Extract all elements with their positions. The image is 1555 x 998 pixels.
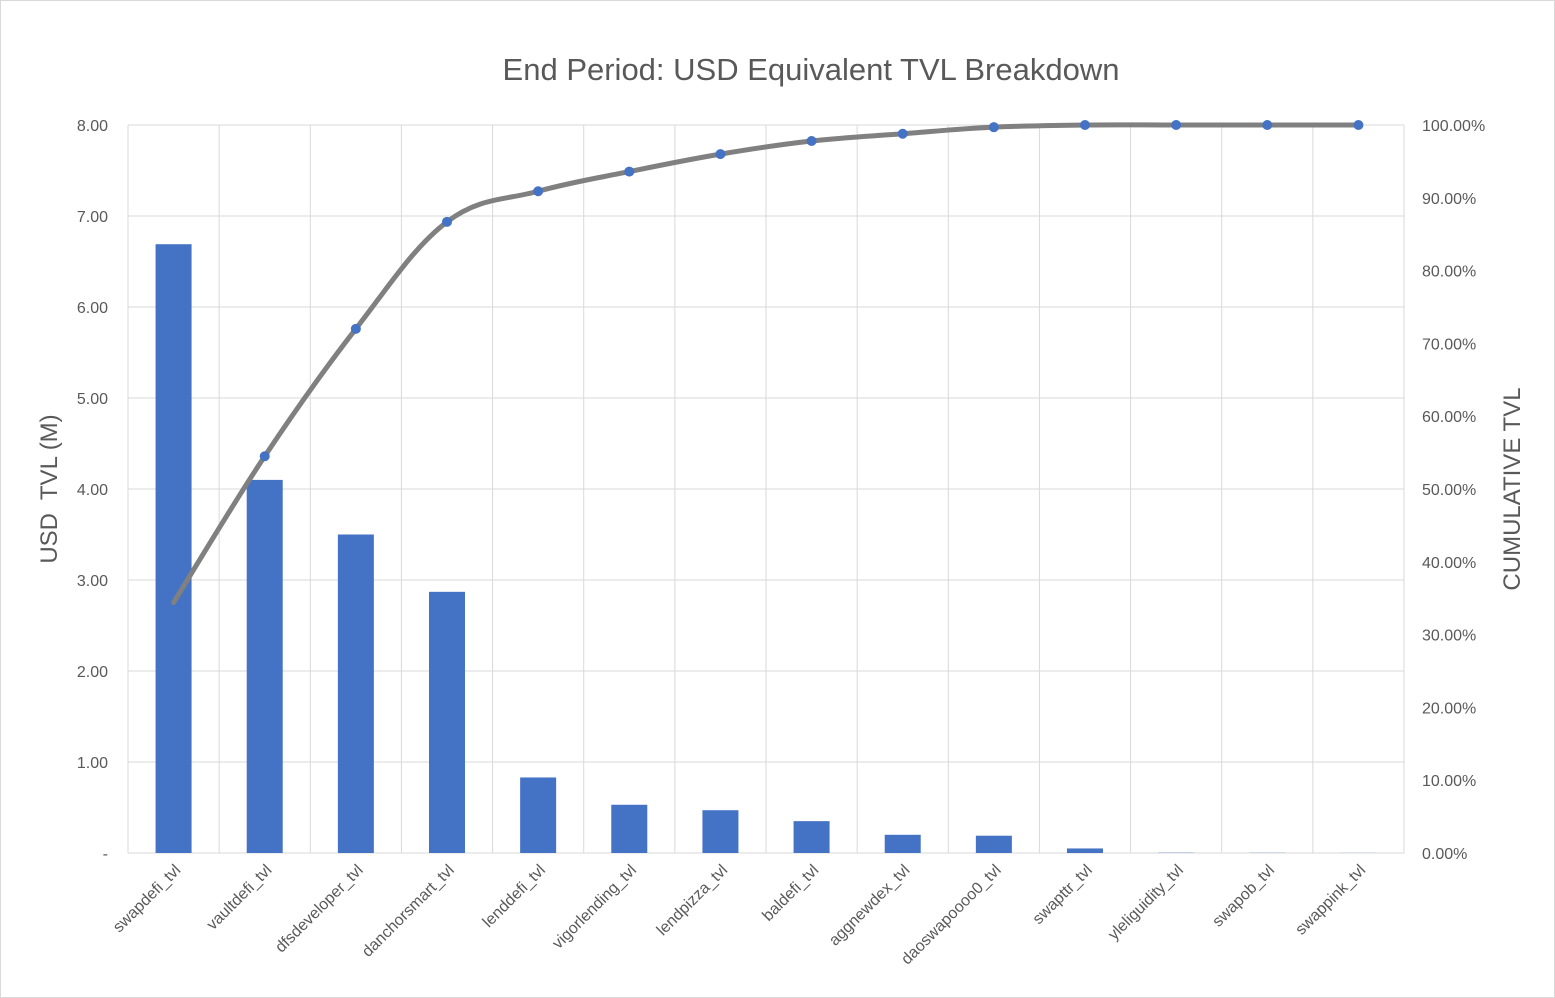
x-tick-label: dfsdeveloper_tvl — [272, 862, 366, 956]
y-tick-label: 1.00 — [77, 755, 108, 772]
cumulative-point — [806, 136, 817, 147]
y2-tick-label: 30.00% — [1422, 628, 1476, 645]
cumulative-point — [988, 122, 999, 133]
bar-series — [155, 244, 1377, 853]
bar — [884, 834, 921, 853]
cumulative-point — [1353, 120, 1364, 130]
cumulative-point — [897, 128, 908, 139]
y2-tick-label: 70.00% — [1422, 336, 1476, 353]
cumulative-point — [533, 186, 544, 197]
y2-tick-label: 80.00% — [1422, 264, 1476, 281]
y2-tick-label: 100.00% — [1422, 118, 1485, 135]
y2-tick-label: 50.00% — [1422, 482, 1476, 499]
y2-tick-label: 90.00% — [1422, 191, 1476, 208]
bar — [1067, 848, 1103, 853]
x-tick-label: swapob_tvl — [1209, 862, 1278, 931]
cumulative-point — [624, 166, 635, 177]
y-tick-label: 8.00 — [77, 118, 108, 135]
chart-title: End Period: USD Equivalent TVL Breakdown — [503, 52, 1120, 87]
cumulative-point — [715, 149, 726, 160]
y-tick-label: - — [103, 846, 108, 863]
bar — [429, 591, 465, 853]
x-tick-label: yleliguidity_tvl — [1105, 862, 1187, 944]
y-tick-label: 4.00 — [77, 482, 108, 499]
bar — [246, 479, 283, 853]
x-tick-label: lendpizza_tvl — [654, 862, 731, 939]
bar — [702, 810, 739, 853]
x-tick-label: vaultdefi_tvl — [204, 862, 276, 934]
x-tick-label: swappink_tvl — [1292, 862, 1369, 939]
cumulative-point — [1080, 120, 1090, 130]
bar — [520, 777, 557, 853]
x-tick-label: swapttr_tvl — [1030, 862, 1096, 928]
x-tick-label: vigorlending_tvl — [549, 862, 640, 953]
y2-tick-label: 60.00% — [1422, 409, 1476, 426]
y2-tick-label: 0.00% — [1422, 846, 1467, 863]
y2-tick-label: 10.00% — [1422, 773, 1476, 790]
cumulative-point — [442, 216, 452, 227]
bar — [793, 821, 830, 853]
x-tick-label: swapdefi_tvl — [110, 862, 184, 936]
y-tick-label: 7.00 — [77, 209, 108, 226]
cumulative-point — [350, 323, 361, 334]
cumulative-point — [1171, 120, 1182, 130]
axis-labels: - 1.00 2.00 3.00 4.00 5.00 6.00 7.00 8.00 0.00% 10… — [77, 118, 1485, 968]
cumulative-line-series — [171, 120, 1364, 606]
x-tick-label: baldefi_tvl — [759, 862, 822, 925]
cumulative-point — [1262, 120, 1273, 130]
y2-tick-label: 40.00% — [1422, 555, 1476, 572]
bar — [155, 244, 192, 853]
y-tick-label: 5.00 — [77, 391, 108, 408]
y2-axis-title: CUMULATIVE TVL — [1499, 387, 1526, 590]
x-tick-label: lenddefi_tvl — [480, 862, 549, 931]
y2-tick-label: 20.00% — [1422, 700, 1476, 717]
y-tick-label: 2.00 — [77, 664, 108, 681]
bar — [611, 804, 648, 853]
bar — [337, 534, 374, 853]
bar — [975, 835, 1012, 853]
gridlines — [127, 124, 1405, 854]
y-tick-label: 6.00 — [77, 300, 108, 317]
y-axis-title: USD TVL (M) — [36, 414, 63, 563]
cumulative-point — [259, 451, 270, 462]
x-tick-label: danchorsmart_tvl — [359, 862, 458, 961]
x-tick-label: aggnewdex_tvl — [826, 862, 914, 950]
y-tick-label: 3.00 — [77, 573, 108, 590]
x-tick-label: daoswapoooo0_tvl — [898, 862, 1004, 968]
